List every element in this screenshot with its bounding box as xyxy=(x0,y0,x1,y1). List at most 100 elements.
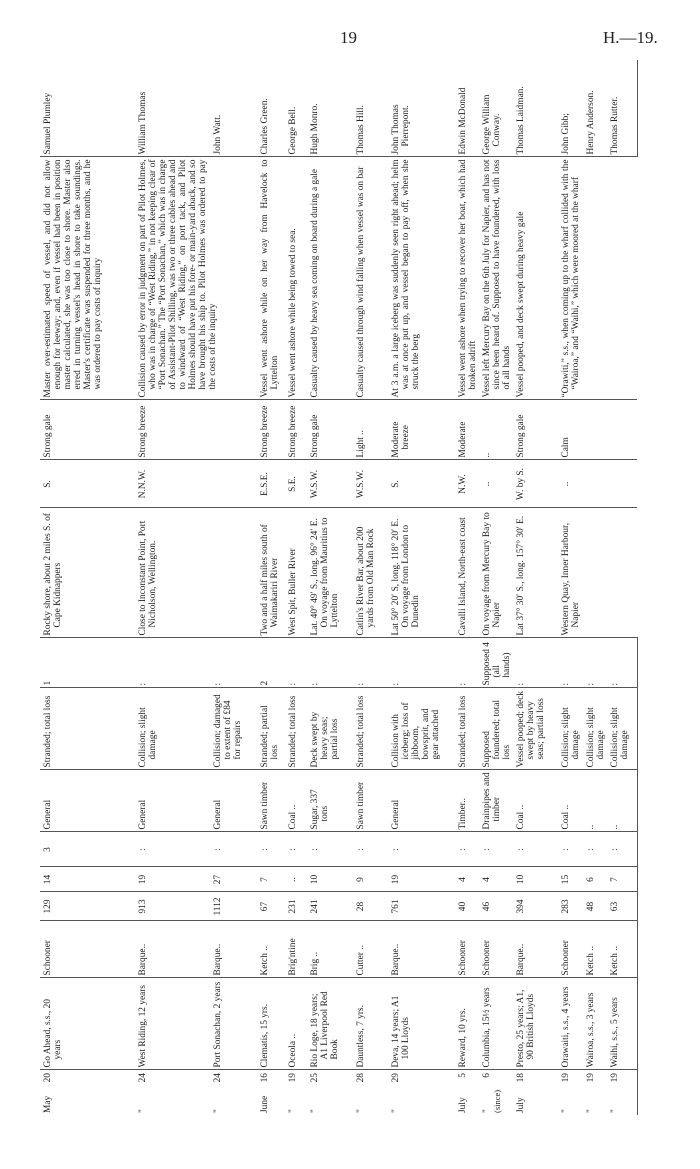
description-cell: Collision caused by error in judgment on… xyxy=(135,157,257,400)
tonnage-cell: 394 xyxy=(513,892,558,921)
tonnage-cell: 231 xyxy=(285,892,307,921)
nature-cell: Stranded; total loss xyxy=(455,688,479,770)
force-cell: Strong breeze xyxy=(257,400,285,460)
passengers-cell: : xyxy=(479,832,513,867)
place-cell: Rocky shore, about 2 miles S. of Cape Ki… xyxy=(40,508,135,638)
date-month: " xyxy=(356,1109,366,1113)
date-month: " xyxy=(391,1109,401,1113)
cargo-cell: Sugar, 337 tons xyxy=(307,770,353,832)
crew-cell: 15 xyxy=(558,867,583,892)
table-body: May20 Go Ahead, s.s., 20 years Schooner 129… xyxy=(40,60,637,1115)
passengers-cell: : xyxy=(353,832,388,867)
cargo-cell: Coal .. xyxy=(513,770,558,832)
date-day: 6 xyxy=(482,1073,492,1078)
master-cell: Thomas Laidman. xyxy=(513,60,558,157)
date-day: 19 xyxy=(586,1073,596,1083)
crew-cell: .. xyxy=(285,867,307,892)
description-cell: Vessel went ashore when trying to recove… xyxy=(455,157,479,400)
table-row: June 16 Clematis, 15 yrs. Ketch .. 67 7: Sawn … xyxy=(257,60,285,1115)
date-month: " xyxy=(288,1109,298,1113)
vessel-cell: Clematis, 15 yrs. xyxy=(257,978,285,1070)
date-month: " xyxy=(482,1109,492,1113)
date-day: 24 xyxy=(213,1073,223,1083)
date-day: 18 xyxy=(516,1073,526,1083)
crew-cell: 10 xyxy=(513,867,558,892)
cargo-cell: Sawn timber xyxy=(353,770,388,832)
date-cell: " 19 xyxy=(583,1070,607,1115)
date-cell: " 19 xyxy=(285,1070,307,1115)
place-cell: Western Quay, Inner Harbour, Napier xyxy=(558,508,637,638)
rig-cell: Ketch .. xyxy=(583,921,607,978)
description-cell: Master over-estimated speed of vessel, a… xyxy=(40,157,135,400)
crew-cell: 19 xyxy=(135,867,210,892)
rig-cell: Schooner xyxy=(455,921,479,978)
force-cell: Strong gale xyxy=(307,400,353,460)
table-row: " 25 Rio Loge, 18 years; A1 Liverpool Red … xyxy=(307,60,353,1115)
vessel-cell: Port Sonachan, 2 years xyxy=(210,978,257,1070)
table-row: " 6 (since) Columbia, 15½ years Schooner 46 4:… xyxy=(479,60,513,1115)
nature-cell: Collision; damaged to extent of £84 for … xyxy=(210,688,257,770)
crew-cell: 27 xyxy=(210,867,257,892)
date-month: " xyxy=(213,1109,223,1113)
date-cell: May 20 xyxy=(40,1070,135,1115)
crew-cell: 14 xyxy=(40,867,135,892)
cargo-cell: Coal .. xyxy=(285,770,307,832)
force-cell: Calm xyxy=(558,400,637,460)
casualty-table: May20 Go Ahead, s.s., 20 years Schooner 129… xyxy=(40,60,638,1115)
date-cell: " 24 xyxy=(210,1070,257,1115)
lives-cell: : xyxy=(135,638,210,688)
nature-cell: Collision with iceberg; loss of jibboom,… xyxy=(388,688,455,770)
wind-cell: W.S.W. xyxy=(307,460,353,508)
passengers-cell: : xyxy=(135,832,210,867)
tonnage-cell: 63 xyxy=(607,892,637,921)
date-cell: " 19 xyxy=(607,1070,637,1115)
crew-cell: 19 xyxy=(388,867,455,892)
date-day: 19 xyxy=(288,1073,298,1083)
description-cell: Casualty caused by heavy sea coming on b… xyxy=(307,157,353,400)
document-reference: H.—19. xyxy=(603,28,658,47)
cargo-cell: General xyxy=(135,770,210,832)
lives-cell: : xyxy=(285,638,307,688)
date-day: 29 xyxy=(391,1073,401,1083)
vessel-cell: Orawaiti, s.s., 4 years xyxy=(558,978,583,1070)
lives-cell: : xyxy=(607,638,637,688)
crew-cell: 9 xyxy=(353,867,388,892)
rig-cell: Schooner xyxy=(40,921,135,978)
date-cell: " 19 xyxy=(558,1070,583,1115)
lives-cell: 1 xyxy=(40,638,135,688)
table-row: July 18 Presto, 25 years; A1, 90 British L… xyxy=(513,60,558,1115)
date-day: 24 xyxy=(138,1073,148,1083)
master-cell: George Bell. xyxy=(285,60,307,157)
lives-cell: : xyxy=(583,638,607,688)
force-cell: Moderate xyxy=(455,400,479,460)
vessel-cell: Dauntless, 7 yrs. xyxy=(353,978,388,1070)
passengers-cell: : xyxy=(257,832,285,867)
place-cell: Lat 37° 30′ S., long. 157° 30′ E. xyxy=(513,508,558,638)
wind-cell: E.S.E. xyxy=(257,460,285,508)
place-cell: Lat. 40° 49′ S., long. 96° 24′ E. On voy… xyxy=(307,508,353,638)
nature-cell: Stranded; total loss xyxy=(353,688,388,770)
tonnage-cell: 761 xyxy=(388,892,455,921)
vessel-cell: Waihi, s.s., 5 years xyxy=(607,978,637,1070)
table-row: "19 Oceola .. Brig'ntine 231..: Coal .. Stran… xyxy=(285,60,307,1115)
master-cell: Charles Green. xyxy=(257,60,285,157)
master-cell: George William Conway. xyxy=(479,60,513,157)
table-row: May 20 Go Ahead, s.s., 20 years Schooner 129… xyxy=(40,60,135,1115)
nature-cell: Collision; slight damage xyxy=(135,688,210,770)
vessel-cell: Deva, 14 years; A1 100 Lloyds xyxy=(388,978,455,1070)
passengers-cell: : xyxy=(558,832,583,867)
cargo-cell: Drainpipes and timber xyxy=(479,770,513,832)
cargo-cell: Sawn timber xyxy=(257,770,285,832)
wind-cell: .. xyxy=(558,460,637,508)
nature-cell: Collision; slight damage xyxy=(558,688,583,770)
crew-cell: 7 xyxy=(607,867,637,892)
wind-cell: S. xyxy=(388,460,455,508)
rig-cell: Barque.. xyxy=(210,921,257,978)
date-month: July xyxy=(458,1097,468,1113)
tonnage-cell: 129 xyxy=(40,892,135,921)
force-cell: Moderate breeze xyxy=(388,400,455,460)
lives-cell: : xyxy=(210,638,257,688)
passengers-cell: : xyxy=(607,832,637,867)
date-cell: " 24 xyxy=(135,1070,210,1115)
description-cell: Vessel pooped, and deck swept during hea… xyxy=(513,157,558,400)
